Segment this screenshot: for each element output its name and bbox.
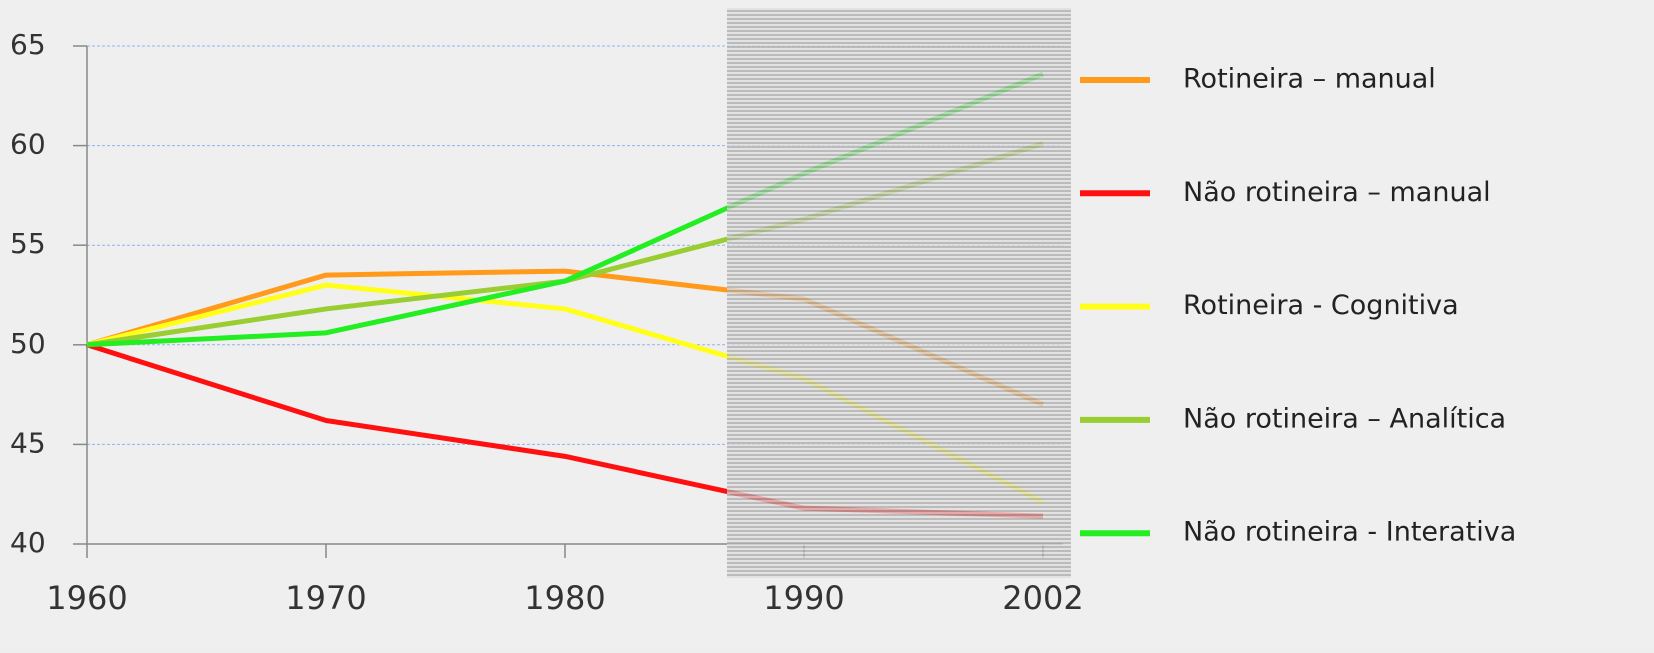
y-tick-label: 60	[10, 128, 46, 161]
y-tick-label: 50	[10, 327, 46, 360]
x-tick-label: 1970	[285, 579, 366, 617]
y-tick-label: 55	[10, 227, 46, 260]
legend-label: Rotineira - Cognitiva	[1183, 290, 1459, 321]
legend-label: Rotineira – manual	[1183, 64, 1436, 95]
legend-label: Não rotineira – manual	[1183, 177, 1491, 208]
x-tick-label: 2002	[1002, 579, 1083, 617]
y-tick-label: 40	[10, 526, 46, 559]
legend-label: Não rotineira – Analítica	[1183, 403, 1506, 434]
x-tick-label: 1990	[763, 579, 844, 617]
y-tick-label: 65	[10, 28, 46, 61]
x-tick-label: 1960	[46, 579, 127, 617]
overlay	[727, 8, 1071, 578]
y-tick-label: 45	[10, 426, 46, 459]
x-tick-label: 1980	[524, 579, 605, 617]
legend-label: Não rotineira - Interativa	[1183, 517, 1516, 548]
